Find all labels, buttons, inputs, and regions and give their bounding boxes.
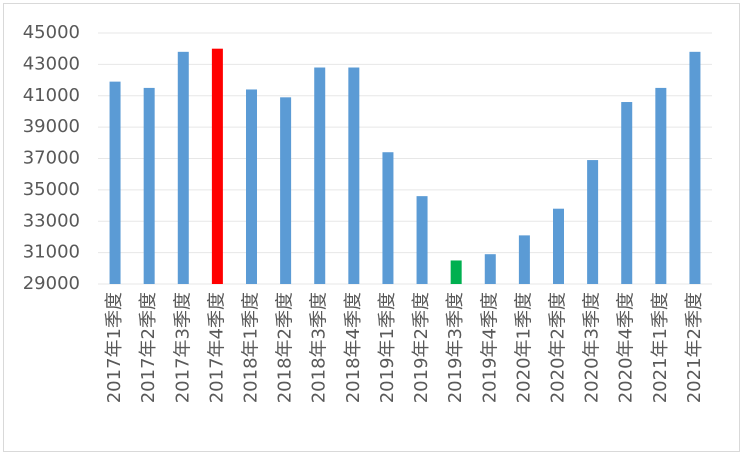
- x-tick-label: 2019年4季度: [479, 292, 500, 403]
- bar: [348, 67, 360, 284]
- y-tick-label: 43000: [23, 53, 80, 74]
- y-tick-label: 39000: [23, 116, 80, 137]
- x-tick-label: 2018年1季度: [241, 292, 262, 403]
- x-tick-label: 2021年1季度: [650, 292, 671, 403]
- y-tick-label: 41000: [23, 85, 80, 106]
- y-tick-label: 29000: [23, 273, 80, 294]
- y-tick-label: 45000: [23, 22, 80, 43]
- bar: [587, 160, 599, 284]
- bar: [553, 208, 564, 284]
- bar: [177, 51, 189, 285]
- bar: [450, 260, 462, 284]
- x-tick-label: 2019年2季度: [411, 292, 432, 403]
- chart-frame: [3, 3, 740, 452]
- bar: [246, 89, 257, 284]
- bar: [484, 254, 496, 284]
- bar: [109, 81, 121, 284]
- x-tick-label: 2019年3季度: [445, 292, 466, 403]
- x-tick-label: 2017年1季度: [104, 292, 125, 403]
- bar: [382, 152, 394, 284]
- x-tick-label: 2017年4季度: [206, 292, 227, 403]
- y-tick-label: 33000: [23, 210, 80, 231]
- x-tick-label: 2018年3季度: [309, 292, 330, 403]
- y-tick-label: 37000: [23, 148, 80, 169]
- y-tick-label: 35000: [23, 179, 80, 200]
- bar: [211, 48, 223, 284]
- x-tick-label: 2018年4季度: [343, 292, 364, 403]
- x-tick-label: 2021年2季度: [684, 292, 705, 403]
- bar: [314, 67, 326, 284]
- x-tick-label: 2019年1季度: [377, 292, 398, 403]
- x-tick-label: 2020年3季度: [582, 292, 603, 403]
- bar: [416, 196, 428, 284]
- x-tick-label: 2020年4季度: [616, 292, 637, 403]
- x-tick-label: 2020年1季度: [513, 292, 534, 403]
- bar: [280, 97, 292, 284]
- bar: [143, 87, 155, 284]
- x-tick-label: 2017年2季度: [138, 292, 159, 403]
- bar: [518, 235, 530, 284]
- y-tick-label: 31000: [23, 242, 80, 263]
- bar: [689, 51, 701, 285]
- x-tick-label: 2018年2季度: [275, 292, 296, 403]
- x-tick-label: 2017年3季度: [172, 292, 193, 403]
- x-tick-label: 2020年2季度: [548, 292, 569, 403]
- bar: [655, 87, 667, 284]
- bar: [621, 102, 633, 285]
